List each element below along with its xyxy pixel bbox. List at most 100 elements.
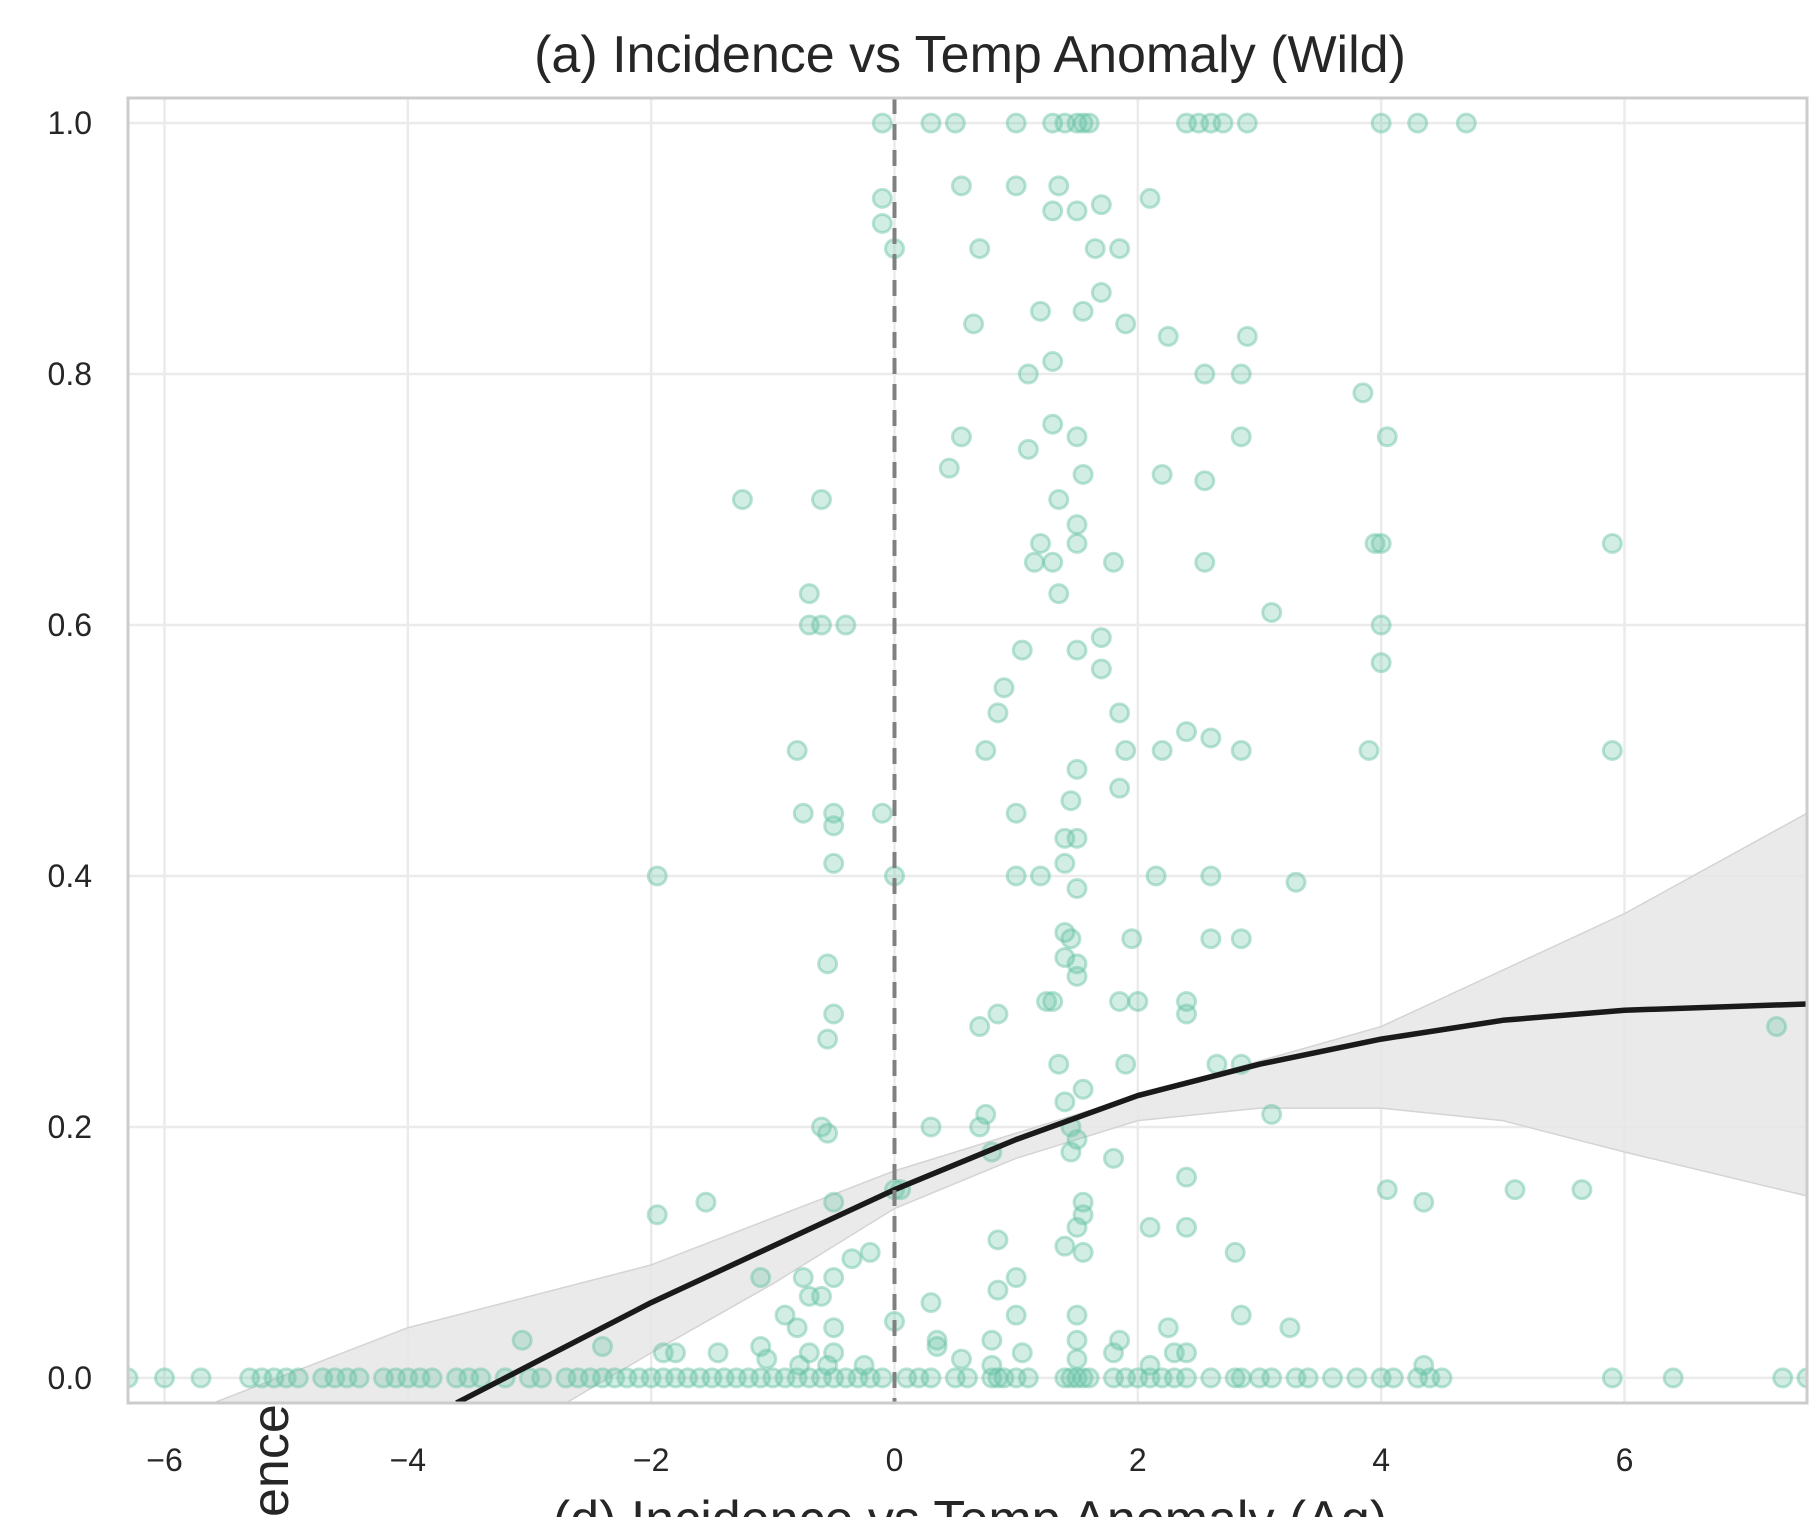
data-point bbox=[823, 1367, 845, 1389]
data-point bbox=[1072, 1191, 1094, 1213]
x-axis: −6 −4 −2 0 2 4 6 bbox=[146, 1442, 1633, 1478]
data-point bbox=[695, 1191, 717, 1213]
data-point bbox=[1066, 532, 1088, 554]
data-point bbox=[1023, 551, 1045, 573]
data-point bbox=[1224, 1241, 1246, 1263]
data-point bbox=[1571, 1179, 1593, 1201]
data-point bbox=[798, 583, 820, 605]
data-point bbox=[823, 1342, 845, 1364]
data-point bbox=[154, 1367, 175, 1389]
data-point bbox=[1109, 990, 1131, 1012]
data-point bbox=[1127, 990, 1149, 1012]
data-point bbox=[1042, 351, 1064, 373]
data-point bbox=[823, 852, 845, 874]
data-point bbox=[823, 1191, 845, 1213]
data-point bbox=[555, 1367, 577, 1389]
data-point bbox=[1200, 928, 1222, 950]
data-point bbox=[950, 1348, 972, 1370]
y-tick-label: 1.0 bbox=[48, 105, 92, 141]
data-point bbox=[731, 489, 753, 511]
data-point bbox=[1115, 740, 1137, 761]
data-point bbox=[1151, 1367, 1173, 1389]
data-point bbox=[1662, 1367, 1684, 1389]
data-point bbox=[1230, 740, 1252, 761]
y-tick-label: 0.8 bbox=[48, 356, 92, 392]
data-point bbox=[592, 1336, 613, 1358]
data-point bbox=[871, 802, 893, 824]
data-point bbox=[263, 1367, 285, 1389]
data-point bbox=[1042, 413, 1064, 435]
data-point bbox=[1072, 112, 1094, 134]
data-point bbox=[1066, 1128, 1088, 1150]
data-point bbox=[908, 1367, 930, 1389]
plot-frame bbox=[126, 96, 1809, 1405]
data-point bbox=[646, 1204, 668, 1226]
data-point bbox=[1163, 1367, 1185, 1389]
data-point bbox=[1066, 1216, 1088, 1238]
data-point bbox=[1230, 1367, 1252, 1389]
data-point bbox=[1090, 627, 1112, 649]
data-point bbox=[1121, 928, 1143, 950]
data-point bbox=[1504, 1179, 1526, 1201]
data-point bbox=[1066, 758, 1088, 780]
data-point bbox=[592, 1367, 613, 1389]
data-point bbox=[531, 1367, 553, 1389]
data-point bbox=[1072, 1078, 1094, 1100]
data-point bbox=[1054, 947, 1076, 969]
data-point bbox=[713, 1367, 735, 1389]
data-point bbox=[817, 1028, 839, 1050]
data-point bbox=[287, 1367, 309, 1389]
data-point bbox=[628, 1367, 650, 1389]
data-point bbox=[1072, 1367, 1094, 1389]
data-point bbox=[470, 1367, 492, 1389]
data-point bbox=[798, 614, 820, 636]
x-tick-label: −4 bbox=[390, 1442, 426, 1478]
data-point bbox=[1066, 878, 1088, 900]
data-point bbox=[1236, 325, 1258, 347]
data-point bbox=[1048, 1053, 1070, 1075]
data-point bbox=[811, 489, 832, 511]
data-point bbox=[652, 1367, 674, 1389]
data-point bbox=[1796, 1367, 1807, 1389]
data-point bbox=[1261, 1103, 1283, 1125]
data-point bbox=[1139, 1354, 1161, 1376]
data-point bbox=[1370, 1367, 1392, 1389]
data-point bbox=[975, 1103, 997, 1125]
data-point bbox=[1090, 658, 1112, 680]
data-point bbox=[446, 1367, 467, 1389]
data-point bbox=[835, 1367, 857, 1389]
data-point bbox=[1322, 1367, 1343, 1389]
data-point bbox=[993, 1367, 1015, 1389]
data-point bbox=[841, 1248, 863, 1270]
data-point bbox=[1176, 990, 1197, 1012]
data-point bbox=[1042, 990, 1064, 1012]
data-point bbox=[950, 426, 972, 448]
data-point bbox=[1054, 827, 1076, 849]
data-point bbox=[1109, 238, 1131, 260]
data-point bbox=[1042, 112, 1064, 134]
data-point bbox=[1060, 1141, 1082, 1163]
data-point bbox=[1376, 1179, 1398, 1201]
data-point bbox=[190, 1367, 212, 1389]
data-point bbox=[774, 1367, 796, 1389]
data-point bbox=[1066, 1348, 1088, 1370]
data-point bbox=[1194, 470, 1216, 492]
data-point bbox=[1005, 175, 1027, 197]
confidence-band bbox=[212, 812, 1807, 1403]
data-point bbox=[665, 1367, 686, 1389]
data-point bbox=[798, 1367, 820, 1389]
data-point bbox=[1455, 112, 1477, 134]
clipped-next-title: (d) Incidence vs Temp Anomaly (Ag) bbox=[553, 1491, 1387, 1517]
data-point bbox=[1157, 325, 1179, 347]
data-point bbox=[1176, 1003, 1197, 1025]
data-point bbox=[786, 1317, 808, 1339]
data-point bbox=[1036, 990, 1058, 1012]
data-point bbox=[823, 802, 845, 824]
data-point bbox=[1188, 112, 1210, 134]
data-point bbox=[707, 1342, 729, 1364]
data-point bbox=[1370, 112, 1392, 134]
data-point bbox=[1419, 1367, 1441, 1389]
data-point bbox=[957, 1367, 978, 1389]
data-point bbox=[519, 1367, 540, 1389]
